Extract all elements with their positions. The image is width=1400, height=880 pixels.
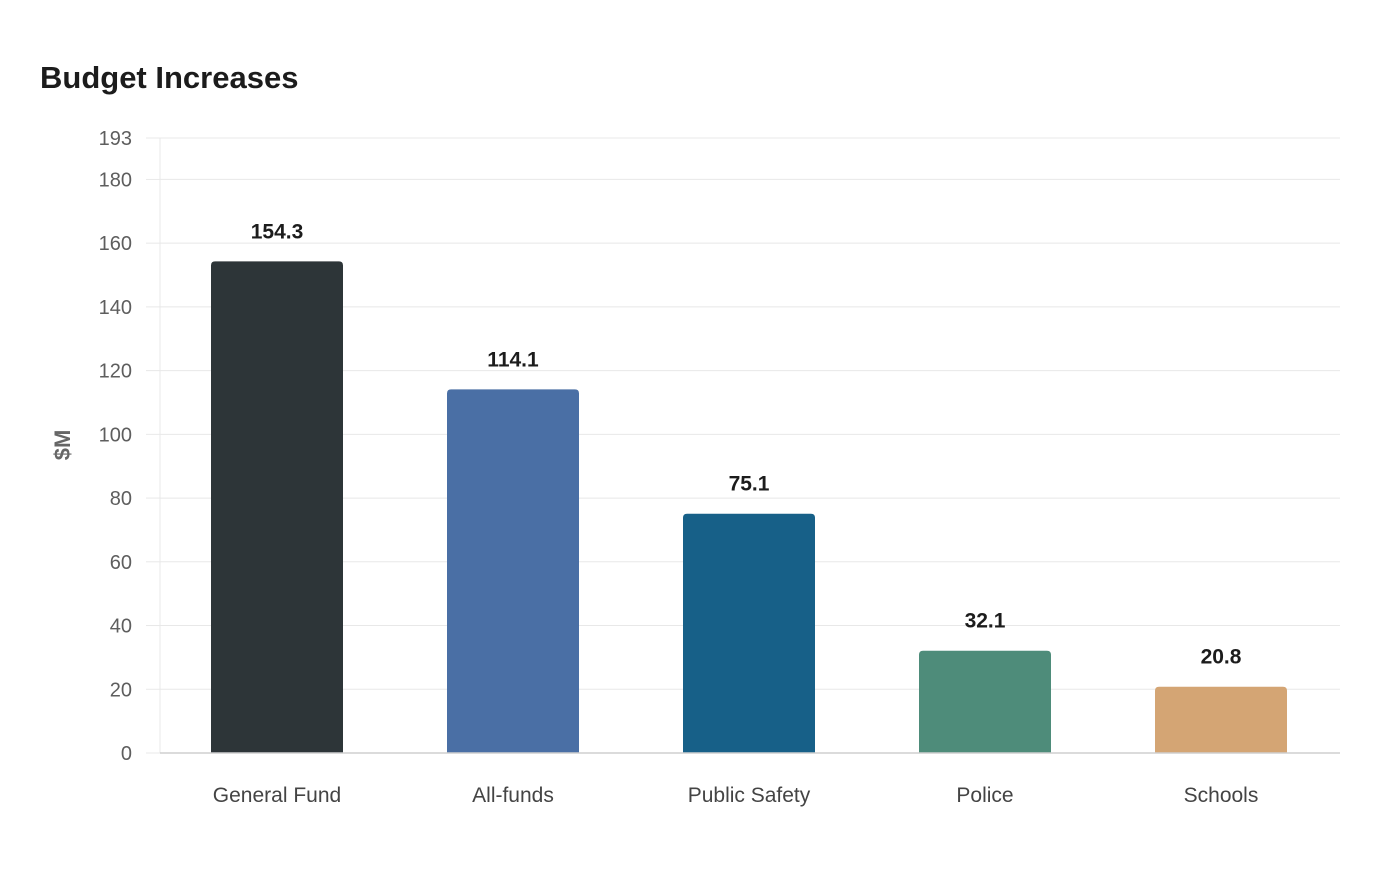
x-tick-label: General Fund — [213, 784, 341, 807]
axes — [159, 138, 1340, 754]
x-tick-label: Public Safety — [688, 784, 811, 807]
data-label: 154.3 — [251, 220, 304, 243]
y-tick-label: 140 — [99, 297, 132, 319]
bars — [211, 261, 1287, 753]
y-axis-title: $M — [50, 430, 75, 461]
y-tick-label: 80 — [110, 488, 132, 510]
x-tick-label: All-funds — [472, 784, 554, 807]
bar-police — [919, 650, 1051, 753]
y-tick-label: 193 — [99, 128, 132, 150]
labels: 0 20 40 60 80 100 120 140 160 180 193 $M 154.3 Genera… — [50, 128, 1258, 807]
data-label: 75.1 — [729, 473, 770, 496]
y-tick-label: 180 — [99, 169, 132, 191]
y-tick-label: 20 — [110, 679, 132, 701]
y-tick-label: 120 — [99, 361, 132, 383]
data-label: 20.8 — [1201, 646, 1242, 669]
data-label: 32.1 — [965, 610, 1006, 633]
bar-all-funds — [447, 389, 579, 753]
x-tick-label: Schools — [1184, 784, 1259, 807]
data-label: 114.1 — [487, 348, 539, 371]
bar-public-safety — [683, 513, 815, 753]
chart-title: Budget Increases — [40, 60, 299, 95]
y-tick-label: 100 — [99, 424, 132, 446]
bar-general-fund — [211, 261, 343, 753]
y-tick-label: 160 — [99, 233, 132, 255]
x-tick-label: Police — [956, 784, 1013, 807]
y-tick-label: 60 — [110, 552, 132, 574]
y-tick-label: 0 — [121, 743, 132, 765]
bar-schools — [1155, 686, 1287, 753]
y-tick-label: 40 — [110, 616, 132, 638]
